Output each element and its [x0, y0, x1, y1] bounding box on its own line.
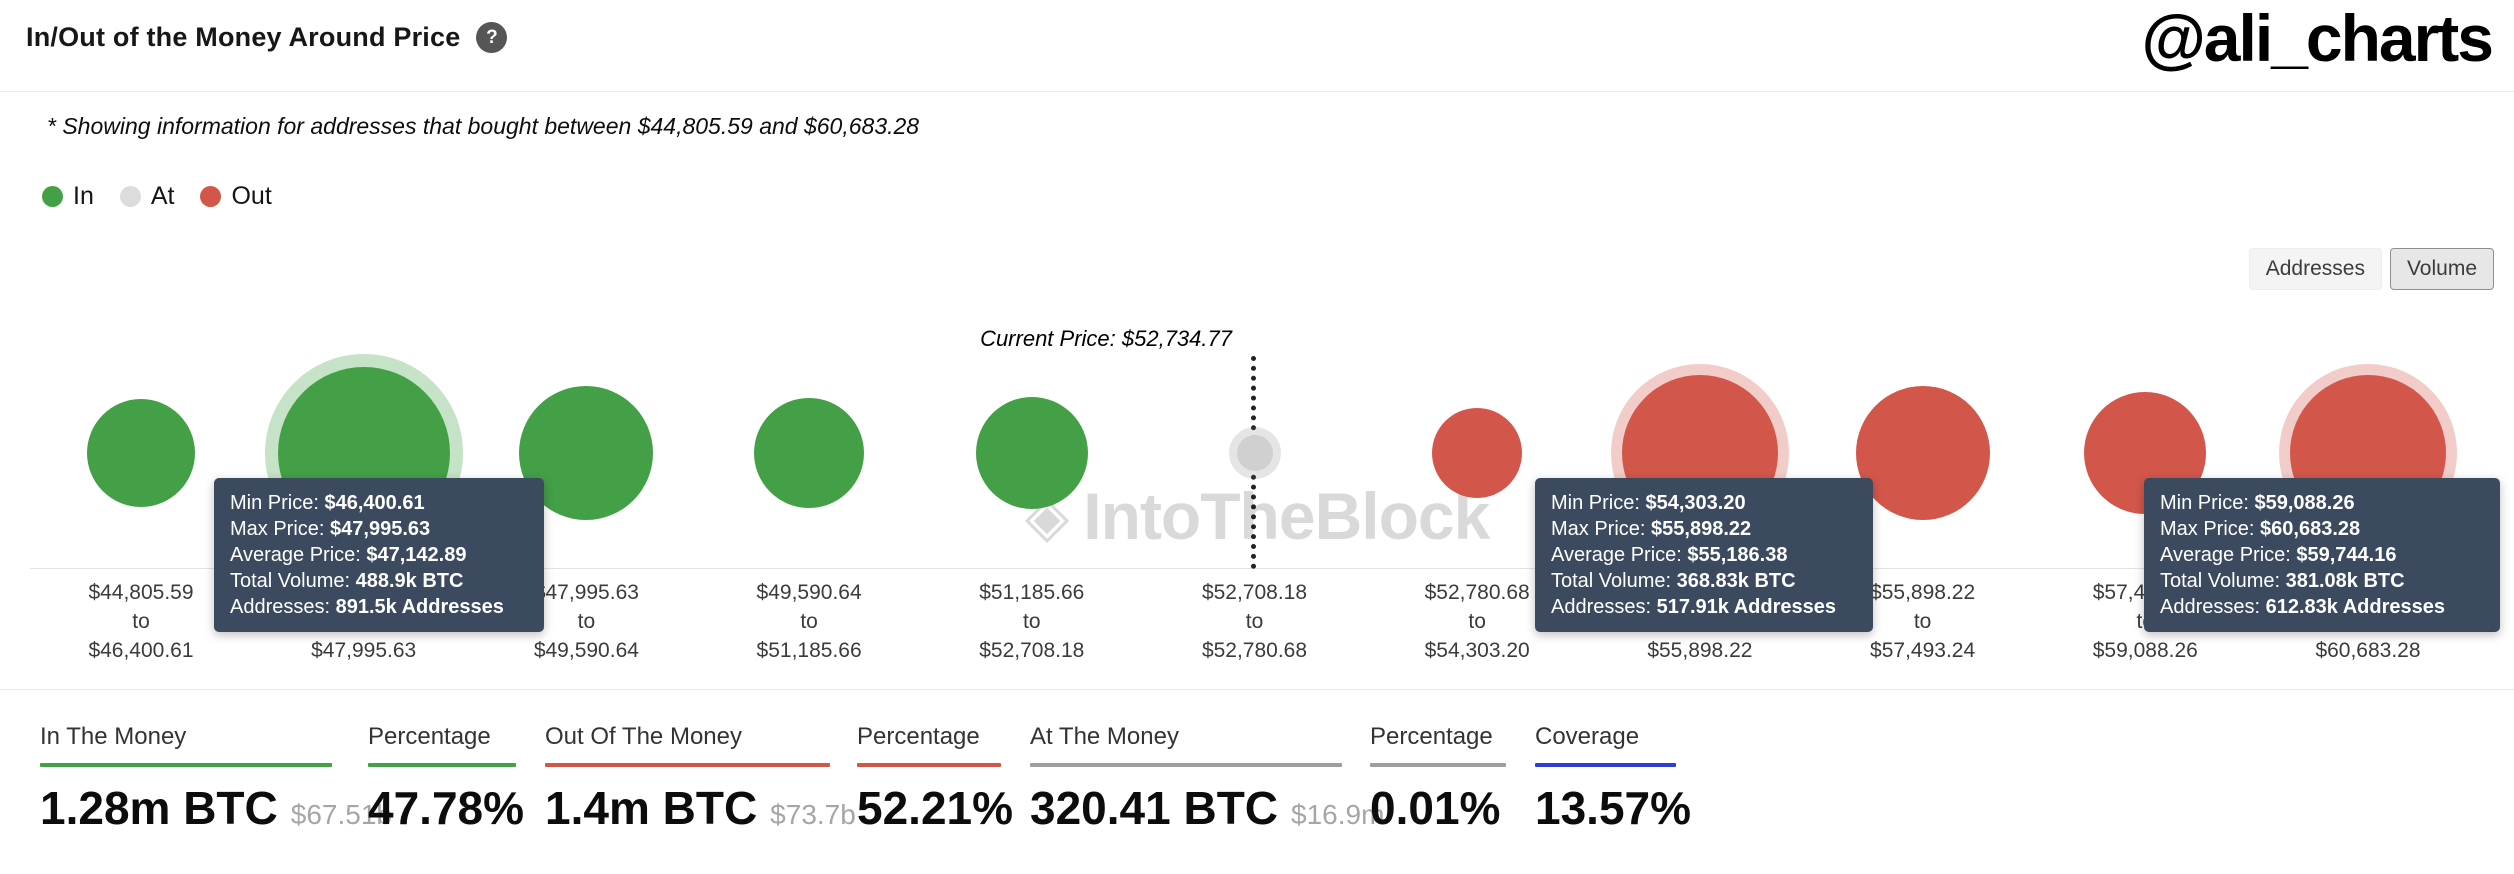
- author-handle: @ali_charts: [2141, 1, 2494, 75]
- stat-label: In The Money: [40, 723, 187, 750]
- tooltip-row: Min Price: $46,400.61: [230, 492, 425, 514]
- stat-value: 320.41 BTC $16.9m: [1030, 782, 1385, 834]
- legend: In At Out: [42, 182, 272, 211]
- legend-item-out[interactable]: Out: [200, 182, 272, 211]
- stat-value: 47.78%: [368, 782, 525, 834]
- tooltip-row: Average Price: $47,142.89: [230, 544, 467, 566]
- stat-underline: [1370, 763, 1506, 767]
- x-axis-label-7: $52,780.68 to $54,303.20: [1424, 581, 1530, 662]
- view-toggle: Addresses Volume: [2248, 248, 2494, 290]
- header: In/Out of the Money Around Price ?: [26, 22, 508, 53]
- legend-label: In: [73, 182, 94, 210]
- tooltip-row: Total Volume: 488.9k BTC: [230, 570, 464, 592]
- stat-sub-value: $67.51b: [290, 799, 392, 830]
- bubble-chart: ◈ IntoTheBlock Current Price: $52,734.77…: [30, 326, 2500, 662]
- toggle-addresses[interactable]: Addresses: [2248, 248, 2382, 290]
- bubble-5-in[interactable]: [975, 397, 1088, 509]
- intotheblock-watermark: ◈ IntoTheBlock: [1025, 478, 1491, 554]
- stat-label: Coverage: [1535, 723, 1640, 750]
- stat-sub-value: $73.7b: [770, 799, 856, 830]
- tooltip-row: Max Price: $47,995.63: [230, 518, 431, 540]
- legend-item-in[interactable]: In: [42, 182, 94, 211]
- legend-item-at[interactable]: At: [119, 182, 175, 211]
- stat-label: Percentage: [1370, 723, 1493, 750]
- stat-underline: [40, 763, 332, 767]
- stat-value: 13.57%: [1535, 782, 1692, 834]
- stat-value: 1.4m BTC $73.7b: [545, 782, 856, 834]
- stat-1-in-the-money: In The Money 1.28m BTC $67.51b: [40, 690, 392, 835]
- stat-value: 1.28m BTC $67.51b: [40, 782, 392, 834]
- tooltip-row: Max Price: $60,683.28: [2160, 518, 2361, 540]
- tooltip-range-46400-47995: Min Price: $46,400.61 Max Price: $47,995.…: [214, 478, 544, 632]
- tooltip-row: Min Price: $59,088.26: [2160, 492, 2355, 514]
- tooltip-row: Addresses: 612.83k Addresses: [2160, 596, 2445, 618]
- x-axis-label-9: $55,898.22 to $57,493.24: [1870, 581, 1976, 662]
- legend-dot-at: [119, 186, 141, 207]
- stat-label: Percentage: [857, 723, 980, 750]
- bubble-4-in[interactable]: [754, 398, 865, 508]
- legend-label: Out: [231, 182, 272, 210]
- stat-6-percentage: Percentage 0.01%: [1370, 690, 1506, 835]
- stat-4-percentage: Percentage 52.21%: [857, 690, 1013, 835]
- bubble-9-out[interactable]: [1855, 386, 1990, 520]
- stat-label: At The Money: [1030, 723, 1179, 750]
- x-axis-label-6: $52,708.18 to $52,780.68: [1201, 581, 1308, 662]
- stat-underline: [1030, 763, 1342, 767]
- bubble-7-out[interactable]: [1432, 408, 1523, 498]
- legend-label: At: [150, 182, 175, 210]
- stat-2-percentage: Percentage 47.78%: [368, 690, 524, 835]
- toggle-volume[interactable]: Volume: [2389, 248, 2494, 290]
- stat-3-out-of-the-money: Out Of The Money 1.4m BTC $73.7b: [545, 690, 856, 835]
- watermark-text: IntoTheBlock: [1083, 479, 1490, 553]
- tooltip-row: Average Price: $55,186.38: [1551, 544, 1788, 566]
- tooltip-row: Min Price: $54,303.20: [1551, 492, 1746, 514]
- page-title: In/Out of the Money Around Price: [26, 22, 461, 52]
- tooltip-row: Total Volume: 381.08k BTC: [2160, 570, 2405, 592]
- stat-sub-value: $16.9m: [1291, 799, 1385, 830]
- x-axis-label-3: $47,995.63 to $49,590.64: [533, 581, 639, 662]
- x-axis-label-5: $51,185.66 to $52,708.18: [979, 581, 1085, 662]
- bubble-1-in[interactable]: [87, 399, 195, 507]
- stat-value: 0.01%: [1370, 782, 1501, 834]
- tooltip-range-59088-60683: Min Price: $59,088.26 Max Price: $60,683.…: [2144, 478, 2500, 632]
- stat-underline: [368, 763, 516, 767]
- bubble-6-at[interactable]: [1236, 435, 1273, 471]
- x-axis-label-1: $44,805.59 to $46,400.61: [88, 581, 194, 662]
- stat-label: Out Of The Money: [545, 723, 742, 750]
- stat-underline: [545, 763, 830, 767]
- stat-label: Percentage: [368, 723, 491, 750]
- x-axis-line: [30, 568, 2484, 569]
- help-icon[interactable]: ?: [476, 22, 508, 53]
- stats-bar: In The Money 1.28m BTC $67.51b Percentage 47…: [0, 689, 2514, 874]
- stat-underline: [857, 763, 1001, 767]
- legend-dot-in: [42, 186, 63, 207]
- tooltip-row: Addresses: 517.91k Addresses: [1551, 596, 1836, 618]
- current-price-label: Current Price: $52,734.77: [980, 326, 1232, 351]
- x-axis-label-4: $49,590.64 to $51,185.66: [756, 581, 862, 662]
- stat-7-coverage: Coverage 13.57%: [1535, 690, 1691, 835]
- tooltip-row: Addresses: 891.5k Addresses: [230, 596, 504, 618]
- range-subtitle: * Showing information for addresses that…: [47, 113, 920, 139]
- stat-value: 52.21%: [857, 782, 1014, 834]
- header-divider: [0, 91, 2514, 92]
- legend-dot-out: [200, 186, 222, 207]
- stat-underline: [1535, 763, 1676, 767]
- tooltip-row: Average Price: $59,744.16: [2160, 544, 2397, 566]
- tooltip-row: Max Price: $55,898.22: [1551, 518, 1752, 540]
- tooltip-row: Total Volume: 368.83k BTC: [1551, 570, 1796, 592]
- tooltip-range-54303-55898: Min Price: $54,303.20 Max Price: $55,898.…: [1535, 478, 1873, 632]
- stat-5-at-the-money: At The Money 320.41 BTC $16.9m: [1030, 690, 1384, 835]
